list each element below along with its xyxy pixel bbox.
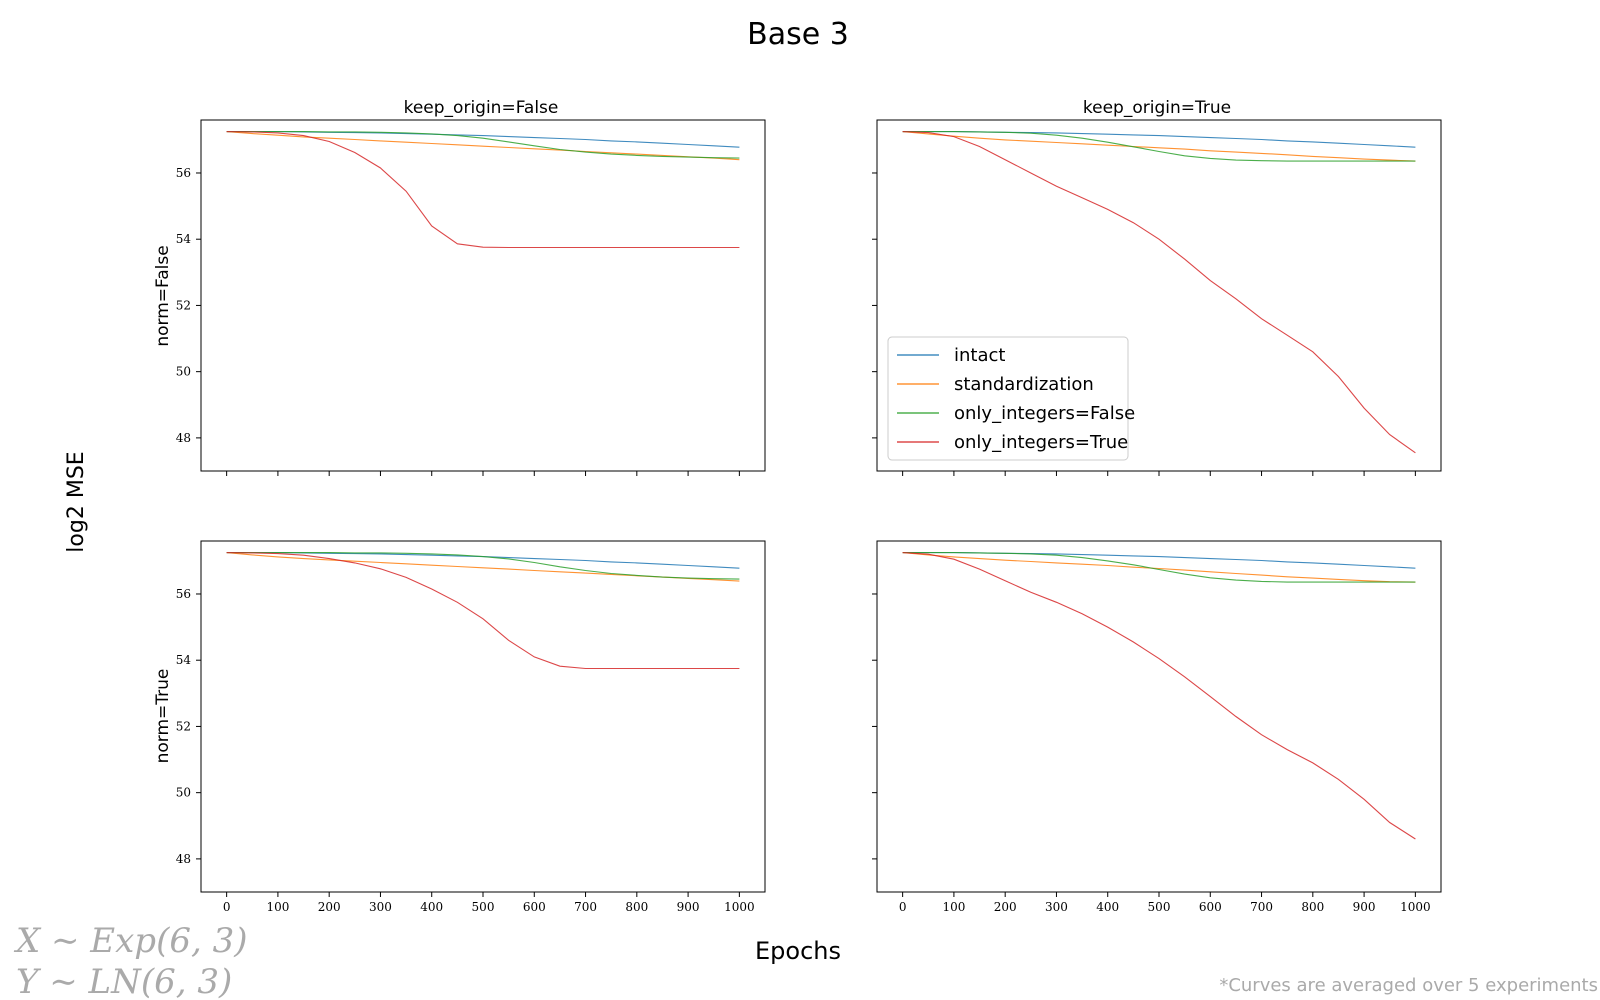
series-line-only-integers-false: [902, 131, 1416, 162]
series-line-only-integers-true: [902, 131, 1416, 454]
x-tick-label: 900: [677, 900, 700, 914]
figure-ylabel: log2 MSE: [64, 451, 89, 552]
y-tick-label: 48: [176, 431, 191, 445]
series-line-only-integers-true: [226, 552, 740, 670]
legend-label: intact: [954, 345, 1005, 366]
y-tick-label: 52: [176, 298, 191, 312]
x-tick-label: 700: [574, 900, 597, 914]
y-tick-label: 48: [176, 852, 191, 866]
y-tick-label: 52: [176, 719, 191, 733]
row-title-norm-false: norm=False: [153, 245, 173, 346]
x-tick-label: 0: [223, 900, 231, 914]
panel-norm-false-keep-origin-true: intact standardization only_integers=False…: [872, 119, 1442, 476]
x-tick-label: 900: [1353, 900, 1376, 914]
series-line-only-integers-true: [902, 552, 1416, 840]
x-tick-label: 200: [318, 900, 341, 914]
figure-title: Base 3: [747, 17, 849, 52]
x-tick-label: 300: [1045, 900, 1068, 914]
x-tick-label: 200: [994, 900, 1017, 914]
col-title-keep-origin-true: keep_origin=True: [1083, 98, 1231, 118]
y-tick-label: 50: [176, 786, 191, 800]
x-tick-label: 1000: [724, 900, 755, 914]
panel-norm-true-keep-origin-false: 0 100 200 300 400 500 600 700 800 900 1000 48 50 52 54…: [176, 540, 766, 914]
plot-area: [201, 541, 765, 892]
series-line-only-integers-true: [226, 131, 740, 249]
formula-y: Y ∼ LN(6, 3): [16, 962, 232, 1000]
y-tick-label: 56: [176, 587, 191, 601]
y-tick-label: 54: [176, 653, 192, 667]
x-tick-label: 700: [1250, 900, 1273, 914]
x-tick-label: 100: [942, 900, 965, 914]
x-tick-label: 0: [899, 900, 907, 914]
footnote: *Curves are averaged over 5 experiments: [1219, 975, 1598, 996]
y-tick-label: 54: [176, 232, 192, 246]
row-title-norm-true: norm=True: [153, 669, 173, 764]
series-line-standardization: [902, 131, 1416, 162]
legend: intact standardization only_integers=False…: [887, 336, 1135, 461]
x-tick-label: 500: [472, 900, 495, 914]
plot-area: [201, 120, 765, 471]
figure-xlabel: Epochs: [755, 937, 841, 965]
x-tick-label: 600: [523, 900, 546, 914]
x-tick-label: 600: [1199, 900, 1222, 914]
x-tick-label: 800: [1301, 900, 1324, 914]
x-tick-label: 400: [420, 900, 443, 914]
formula-x: X ∼ Exp(6, 3): [13, 921, 247, 961]
series-line-standardization: [902, 552, 1416, 583]
legend-label: only_integers=True: [954, 432, 1128, 453]
y-tick-label: 56: [176, 166, 191, 180]
x-tick-label: 100: [266, 900, 289, 914]
col-title-keep-origin-false: keep_origin=False: [404, 98, 559, 118]
panel-norm-true-keep-origin-true: 0 100 200 300 400 500 600 700 800 900 1000: [872, 540, 1442, 914]
x-tick-label: 800: [625, 900, 648, 914]
panel-norm-false-keep-origin-false: 48 50 52 54 56: [176, 119, 766, 476]
x-tick-label: 500: [1148, 900, 1171, 914]
x-tick-label: 300: [369, 900, 392, 914]
series-line-only-integers-false: [226, 552, 740, 580]
legend-label: only_integers=False: [954, 403, 1135, 424]
x-tick-label: 400: [1096, 900, 1119, 914]
x-tick-label: 1000: [1400, 900, 1431, 914]
plot-area: [877, 541, 1441, 892]
legend-label: standardization: [954, 374, 1094, 395]
series-line-only-integers-false: [902, 552, 1416, 583]
legend-box: [887, 336, 1129, 461]
series-line-only-integers-false: [226, 131, 740, 159]
y-tick-label: 50: [176, 365, 191, 379]
